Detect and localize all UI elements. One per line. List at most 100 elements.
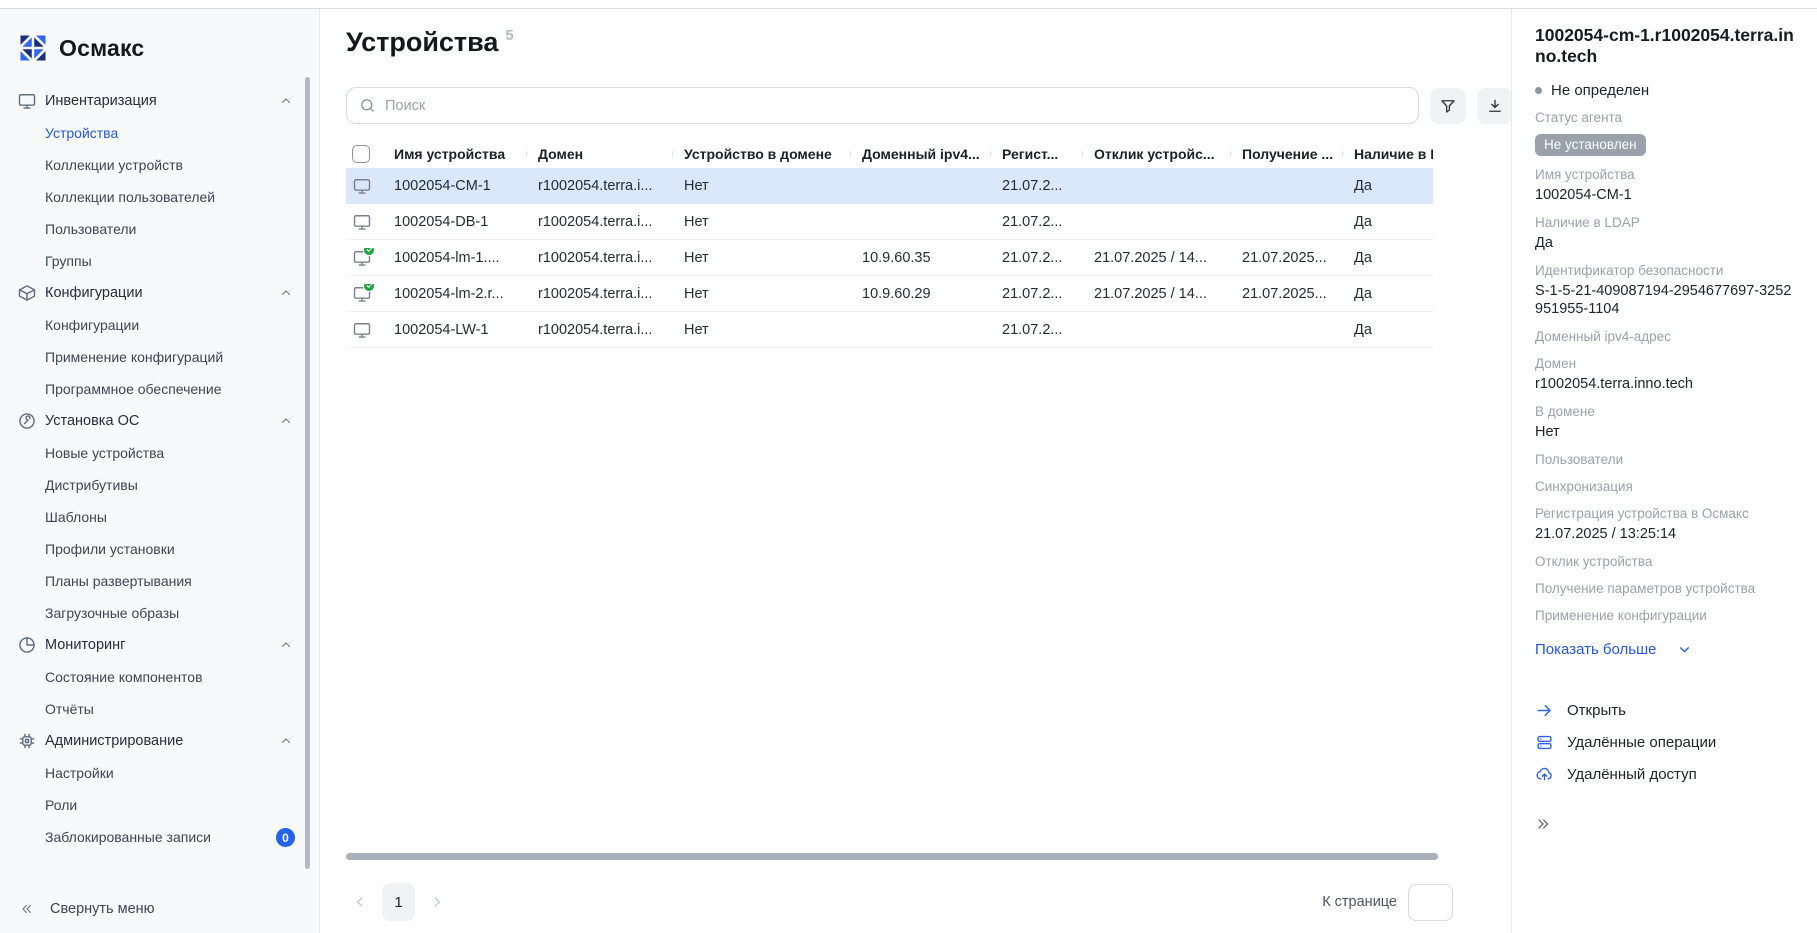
section-label: Мониторинг <box>45 637 126 653</box>
field-value: Да <box>1535 235 1553 251</box>
filter-button[interactable] <box>1430 87 1466 124</box>
column-header-device-name[interactable]: Имя устройства <box>394 145 506 162</box>
collapse-menu-button[interactable]: Свернуть меню <box>20 901 155 917</box>
sidebar-item-deployment-plans[interactable]: Планы развертывания <box>45 573 192 589</box>
sidebar-item-software[interactable]: Программное обеспечение <box>45 381 222 397</box>
column-header-device-in-domain[interactable]: Устройство в домене <box>672 146 850 162</box>
show-more-link[interactable]: Показать больше <box>1535 641 1799 658</box>
field-ldap-presence: Наличие в LDAP Да <box>1535 214 1799 252</box>
table-row[interactable]: 1002054-DB-1 r1002054.terra.i... Нет 21.… <box>346 204 1433 240</box>
status-text: Не определен <box>1551 82 1650 99</box>
collapse-menu-label: Свернуть меню <box>50 901 155 917</box>
column-header-ldap[interactable]: Наличие в LDAP <box>1342 146 1433 162</box>
field-get-params: Получение параметров устройства <box>1535 580 1799 597</box>
chevron-up-icon <box>280 415 292 427</box>
goto-page-input[interactable] <box>1408 883 1453 921</box>
osmaks-logo-icon <box>20 35 46 61</box>
cell-device-name: 1002054-DB-1 <box>394 213 489 230</box>
sidebar-item-device-collections[interactable]: Коллекции устройств <box>45 157 183 173</box>
sidebar-section-administration[interactable]: Администрирование <box>0 725 319 757</box>
pagination: 1 К странице <box>346 883 1493 921</box>
next-page-button[interactable] <box>423 883 451 921</box>
cell-ipv4: 10.9.60.35 <box>862 249 931 266</box>
sidebar-item-settings[interactable]: Настройки <box>45 765 114 781</box>
sidebar-section-inventory[interactable]: Инвентаризация <box>0 85 319 117</box>
field-users: Пользователи <box>1535 451 1799 468</box>
chevron-up-icon <box>280 735 292 747</box>
column-header-device-response[interactable]: Отклик устройс... <box>1082 146 1230 162</box>
column-header-registration[interactable]: Регист... <box>990 146 1082 162</box>
current-page-button[interactable]: 1 <box>382 883 415 921</box>
sidebar-item-roles[interactable]: Роли <box>45 797 78 813</box>
sidebar-item-install-profiles[interactable]: Профили установки <box>45 541 175 557</box>
toolbar <box>346 87 1513 124</box>
sidebar-section-configurations[interactable]: Конфигурации <box>0 277 319 309</box>
device-fqdn-title: 1002054-cm-1.r1002054.terra.inno.tech <box>1535 25 1794 66</box>
select-all-checkbox[interactable] <box>352 144 370 163</box>
cell-ldap: Да <box>1354 321 1372 338</box>
sidebar-scrollbar[interactable] <box>305 77 310 869</box>
field-value: S-1-5-21-409087194-2954677697-3252951955… <box>1535 283 1792 317</box>
cell-domain: r1002054.terra.i... <box>538 249 653 266</box>
sidebar-item-distributions[interactable]: Дистрибутивы <box>45 477 138 493</box>
collapse-panel-button[interactable] <box>1535 816 1551 832</box>
cell-device-in-domain: Нет <box>684 213 709 230</box>
export-button[interactable] <box>1477 87 1513 124</box>
sidebar-item-users[interactable]: Пользователи <box>45 221 137 237</box>
monitor-icon <box>17 91 37 111</box>
chip-icon <box>17 731 37 751</box>
search-input[interactable] <box>385 97 1406 114</box>
field-registration: Регистрация устройства в Осмакс 21.07.20… <box>1535 505 1799 543</box>
cell-device-in-domain: Нет <box>684 321 709 338</box>
field-value: 21.07.2025 / 13:25:14 <box>1535 526 1677 542</box>
sidebar-nav: Инвентаризация Устройства Коллекции устр… <box>0 85 319 853</box>
field-value: Нет <box>1535 424 1560 440</box>
table-row[interactable]: 1002054-LW-1 r1002054.terra.i... Нет 21.… <box>346 312 1433 348</box>
cell-device-in-domain: Нет <box>684 177 709 194</box>
remote-access-button[interactable]: Удалённый доступ <box>1535 758 1799 790</box>
field-value: r1002054.terra.inno.tech <box>1535 376 1693 392</box>
field-label: Получение параметров устройства <box>1535 581 1756 596</box>
sidebar-item-boot-images[interactable]: Загрузочные образы <box>45 605 180 621</box>
column-header-params[interactable]: Получение ... <box>1230 146 1342 162</box>
column-header-domain-ipv4[interactable]: Доменный ipv4... <box>850 146 990 162</box>
field-label: Пользователи <box>1535 452 1624 467</box>
sidebar-item-component-status[interactable]: Состояние компонентов <box>45 669 203 685</box>
sidebar-item-configurations[interactable]: Конфигурации <box>45 317 140 333</box>
table-row[interactable]: 1002054-lm-2.r... r1002054.terra.i... Не… <box>346 276 1433 312</box>
remote-operations-button[interactable]: Удалённые операции <box>1535 726 1799 758</box>
status-dot-icon <box>1535 87 1542 94</box>
filter-icon <box>1441 99 1455 113</box>
column-header-domain[interactable]: Домен <box>526 146 672 162</box>
sidebar-item-user-collections[interactable]: Коллекции пользователей <box>45 189 216 205</box>
sidebar-item-groups[interactable]: Группы <box>45 253 92 269</box>
section-label: Установка ОС <box>45 413 140 429</box>
cell-params: 21.07.2025... <box>1242 249 1327 266</box>
sidebar-item-reports[interactable]: Отчёты <box>45 701 94 717</box>
chevron-up-icon <box>280 95 292 107</box>
cell-device-name: 1002054-lm-1.... <box>394 249 500 266</box>
sidebar-section-monitoring[interactable]: Мониторинг <box>0 629 319 661</box>
field-label: Отклик устройства <box>1535 554 1653 569</box>
sidebar-item-blocked-records[interactable]: Заблокированные записи 0 <box>0 821 319 853</box>
app-name: Осмакс <box>59 34 145 61</box>
double-chevron-left-icon <box>20 902 34 916</box>
sidebar-item-devices[interactable]: Устройства <box>45 125 119 141</box>
table-row[interactable]: 1002054-lm-1.... r1002054.terra.i... Нет… <box>346 240 1433 276</box>
cell-registration: 21.07.2... <box>1002 213 1063 230</box>
sidebar-item-apply-configurations[interactable]: Применение конфигураций <box>45 349 224 365</box>
sidebar-item-templates[interactable]: Шаблоны <box>45 509 107 525</box>
open-device-button[interactable]: Открыть <box>1535 694 1799 726</box>
show-more-label: Показать больше <box>1535 641 1657 658</box>
sidebar-section-os-install[interactable]: Установка ОС <box>0 405 319 437</box>
horizontal-scrollbar[interactable] <box>346 853 1438 860</box>
sidebar-item-new-devices[interactable]: Новые устройства <box>45 445 165 461</box>
previous-page-button[interactable] <box>346 883 374 921</box>
field-label: Домен <box>1535 356 1577 371</box>
cell-device-in-domain: Нет <box>684 285 709 302</box>
cell-registration: 21.07.2... <box>1002 177 1063 194</box>
field-synchronization: Синхронизация <box>1535 478 1799 495</box>
double-chevron-right-icon <box>1538 819 1549 829</box>
device-detail-panel: 1002054-cm-1.r1002054.terra.inno.tech Не… <box>1511 9 1817 933</box>
table-row[interactable]: 1002054-CM-1 r1002054.terra.i... Нет 21.… <box>346 168 1433 204</box>
